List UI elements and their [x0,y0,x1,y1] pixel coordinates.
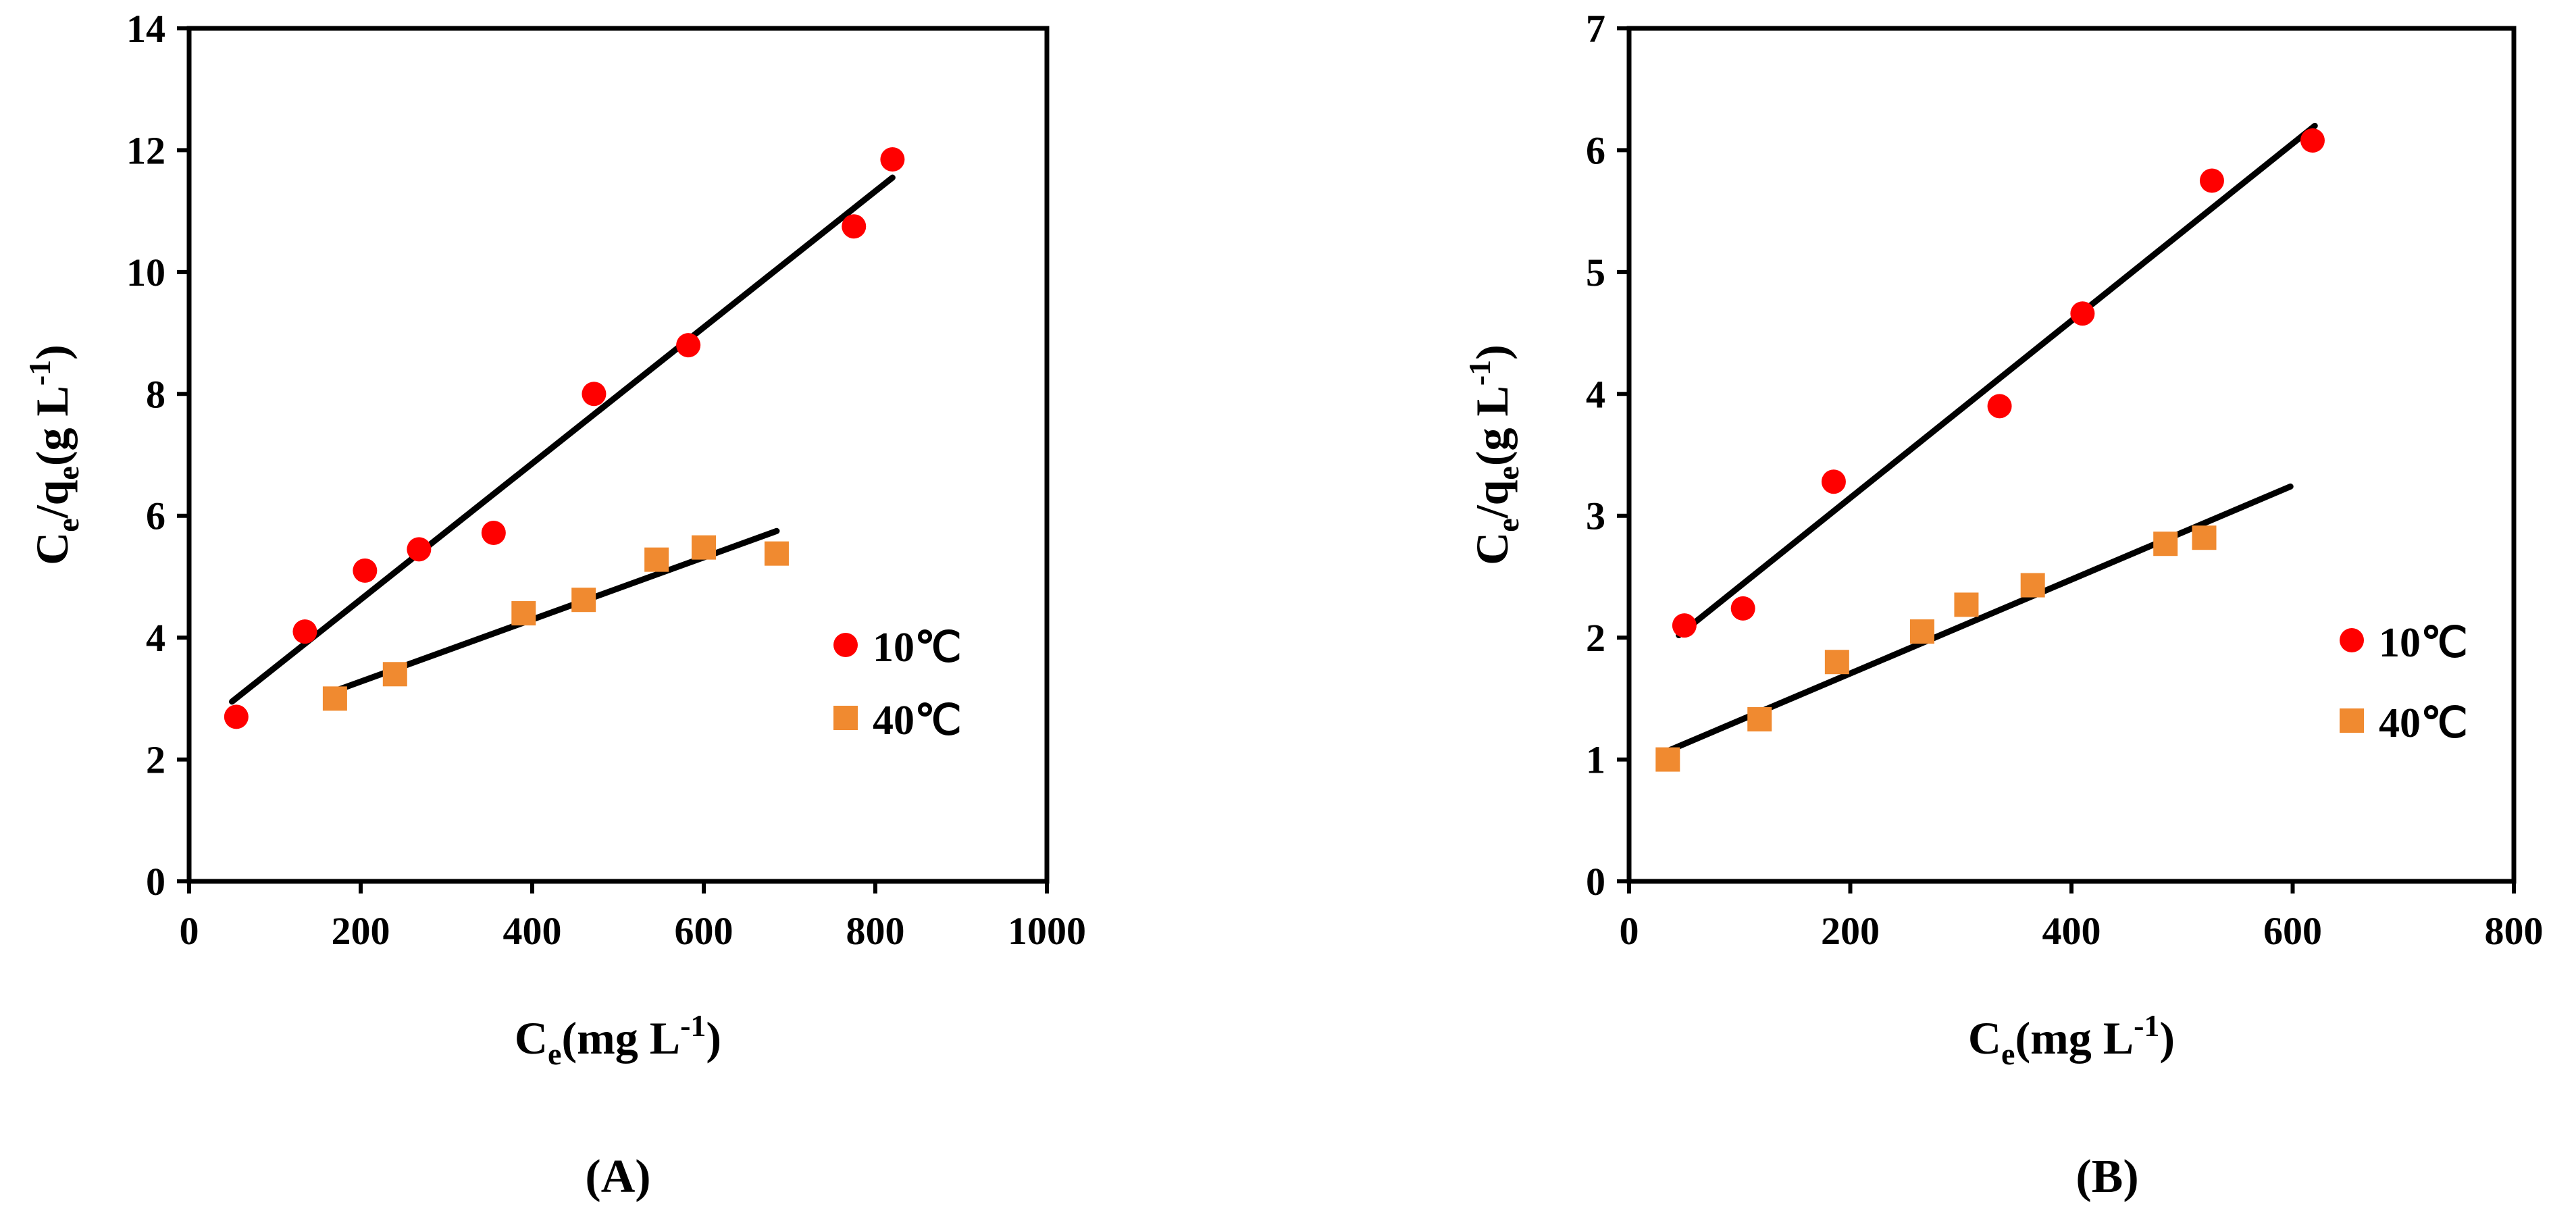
data-point-40c [1824,650,1849,675]
data-point-10c [880,147,905,172]
x-tick-label: 0 [180,909,199,953]
data-point-40c [1655,747,1680,772]
y-tick-label: 8 [146,372,165,416]
data-point-10c [2300,128,2325,153]
data-point-10c [481,520,506,545]
data-point-40c [692,535,716,560]
y-tick-label: 4 [1586,372,1605,416]
y-axis-title: Ce/qe(g L-1) [1462,344,1525,565]
data-point-40c [644,547,669,572]
x-tick-label: 600 [2263,909,2322,953]
data-point-10c [842,214,867,239]
fit-line-10c [1676,122,2318,639]
legend-label-40c: 40℃ [2379,700,2468,746]
x-tick-label: 600 [675,909,733,953]
data-point-10c [407,537,432,562]
x-tick-label: 0 [1620,909,1639,953]
data-point-10c [676,333,701,358]
x-tick-label: 800 [2485,909,2544,953]
data-point-10c [2199,168,2224,193]
data-point-10c [1987,394,2012,419]
y-tick-label: 6 [1586,128,1605,172]
y-tick-label: 2 [146,738,165,782]
data-point-40c [764,541,789,566]
data-point-40c [1747,707,1772,732]
data-point-10c [582,382,607,407]
chart-B: 0 1 2 3 4 5 6 7 0 200 400 600 800 Ce(mg L-1) Ce/qe(g L… [1462,7,2544,1203]
fit-line-10c [229,174,896,705]
data-point-40c [511,601,536,626]
legend-marker-40c [833,706,858,730]
y-tick-label: 2 [1586,616,1605,660]
x-tick-label: 1000 [1008,909,1086,953]
y-tick-label: 0 [1586,860,1605,904]
data-point-10c [1730,596,1755,621]
y-tick-label: 3 [1586,494,1605,538]
y-tick-label: 14 [126,7,165,51]
y-tick-label: 10 [126,251,165,294]
x-tick-label: 800 [846,909,905,953]
data-point-10c [353,558,378,583]
y-tick-label: 7 [1586,7,1605,51]
data-point-10c [1821,469,1846,494]
chart-A: 0 2 4 6 8 10 12 14 0 200 400 600 800 1000 Ce(mg L-1) Ce… [22,7,1086,1203]
panel-label: (A) [585,1151,650,1203]
data-point-40c [322,686,347,711]
fit-line-40c [1664,483,2294,754]
y-tick-label: 12 [126,128,165,172]
data-point-10c [224,704,249,729]
data-point-40c [2020,573,2045,598]
legend-label-40c: 40℃ [873,698,962,744]
x-tick-label: 200 [332,909,390,953]
legend-marker-10c [833,633,858,657]
y-tick-label: 1 [1586,738,1605,782]
y-tick-label: 6 [146,494,165,538]
data-point-40c [571,588,596,613]
x-axis-title: Ce(mg L-1) [515,1008,721,1071]
x-tick-label: 400 [503,909,562,953]
data-point-40c [1909,619,1934,644]
data-point-10c [1672,613,1697,638]
data-point-40c [2153,532,2178,556]
panel-label: (B) [2076,1151,2138,1203]
x-axis-title: Ce(mg L-1) [1968,1008,2175,1071]
data-point-40c [382,662,407,687]
y-tick-label: 4 [146,616,165,660]
y-axis-title: Ce/qe(g L-1) [22,344,85,565]
data-point-10c [292,619,317,644]
x-tick-label: 400 [2042,909,2101,953]
legend-marker-10c [2340,628,2364,652]
y-tick-label: 0 [146,860,165,904]
data-point-40c [1954,592,1979,617]
y-tick-label: 5 [1586,251,1605,294]
legend-marker-40c [2340,708,2364,733]
data-point-10c [2070,301,2095,326]
legend-label-10c: 10℃ [2379,620,2468,666]
legend-label-10c: 10℃ [873,625,962,671]
plot-frame [186,26,1050,884]
plot-frame [1626,26,2517,884]
data-point-40c [2192,525,2217,550]
x-tick-label: 200 [1821,909,1880,953]
